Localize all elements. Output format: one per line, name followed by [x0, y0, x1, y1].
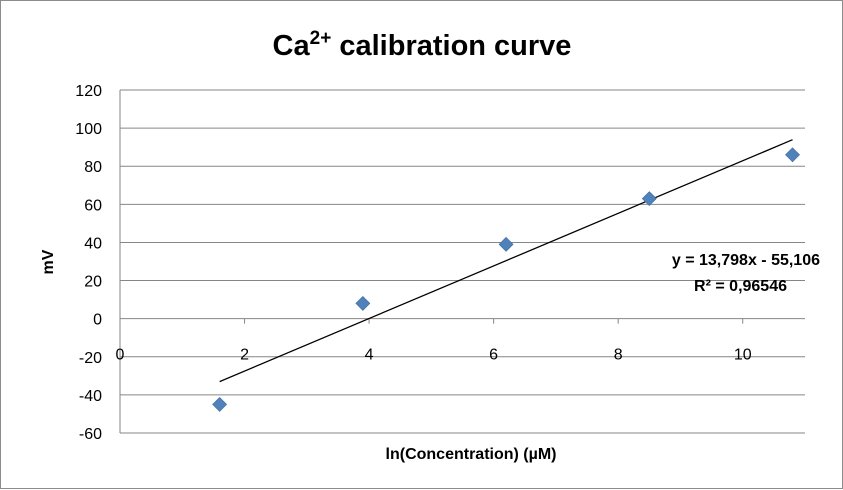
y-axis-label: mV [40, 249, 57, 274]
data-point-marker [212, 396, 228, 412]
x-tick-label: 4 [365, 347, 374, 364]
y-tick-label: 60 [84, 197, 102, 214]
y-tick-label: -40 [79, 388, 102, 405]
y-tick-label: 120 [75, 83, 102, 100]
chart-title-superscript: 2+ [310, 28, 332, 49]
data-point-marker [641, 191, 657, 207]
trendline [219, 139, 793, 383]
y-tick-label: 100 [75, 121, 102, 138]
y-tick-label: 40 [84, 235, 102, 252]
x-tick-labels: 0 2 4 6 8 10 [116, 347, 752, 364]
x-tick-label: 10 [734, 347, 752, 364]
r-squared-label: R² = 0,96546 [694, 278, 787, 295]
data-point-marker [355, 295, 371, 311]
x-tick-label: 8 [614, 347, 623, 364]
data-points [212, 147, 800, 412]
y-tick-label: 20 [84, 274, 102, 291]
y-tick-label: 80 [84, 159, 102, 176]
y-tick-label: 0 [93, 312, 102, 329]
chart-title: Ca2+ calibration curve [273, 28, 572, 62]
data-point-marker [785, 147, 800, 163]
y-tick-label: -60 [79, 426, 102, 443]
y-tick-label: -20 [79, 350, 102, 367]
data-point-marker [498, 236, 514, 252]
x-axis-label: ln(Concentration) (µM) [386, 446, 557, 463]
x-tick-label: 0 [116, 347, 125, 364]
x-tick-label: 2 [240, 347, 249, 364]
trendline-equation: y = 13,798x - 55,106 [672, 252, 820, 269]
y-tick-labels: 120 100 80 60 40 20 0 -20 -40 -60 [75, 83, 102, 443]
x-tick-label: 6 [489, 347, 498, 364]
gridlines [119, 89, 805, 434]
